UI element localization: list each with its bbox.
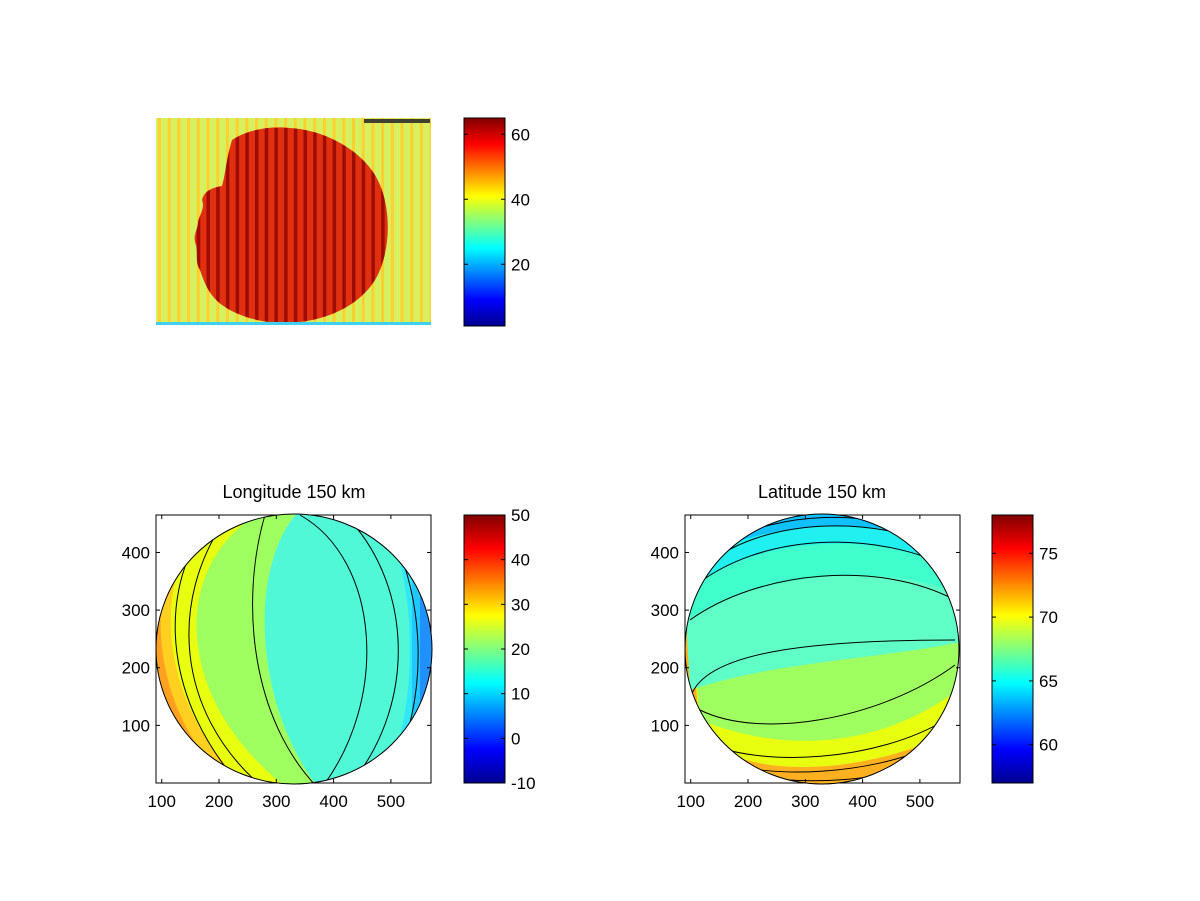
image-stripe xyxy=(390,118,394,325)
colorbar-1: 20 40 60 xyxy=(463,117,530,327)
y-tick-label: 400 xyxy=(122,543,150,562)
x-tick-label: 300 xyxy=(262,792,290,811)
x-tick-label: 500 xyxy=(377,792,405,811)
image-stripe xyxy=(167,118,171,325)
image-stamp xyxy=(364,119,430,123)
x-tick-label: 400 xyxy=(319,792,347,811)
x-tick-label: 300 xyxy=(791,792,819,811)
x-tick-label: 100 xyxy=(148,792,176,811)
longitude-title: Longitude 150 km xyxy=(222,482,365,502)
image-stripe xyxy=(342,128,346,324)
colorbar-tick-label: 0 xyxy=(511,729,520,748)
image-stripe xyxy=(381,128,385,324)
image-stripe xyxy=(245,128,249,324)
x-tick-label: 100 xyxy=(677,792,705,811)
image-stripe xyxy=(235,128,240,324)
image-stripe xyxy=(196,128,201,324)
image-disk-stripes xyxy=(196,128,385,324)
image-stripe xyxy=(322,128,327,324)
y-tick-label: 100 xyxy=(122,716,150,735)
colorbar-tick-label: 50 xyxy=(511,506,530,525)
colorbar-tick-label: 10 xyxy=(511,685,530,704)
image-stripe xyxy=(419,118,423,325)
image-stripe xyxy=(361,128,366,324)
image-bottom-line xyxy=(156,322,431,325)
image-stripe xyxy=(284,128,288,324)
latitude-panel: Latitude 150 km 10 xyxy=(651,482,961,811)
image-stripe xyxy=(410,118,414,325)
y-tick-label: 300 xyxy=(651,601,679,620)
y-tick-label: 300 xyxy=(122,601,150,620)
colorbar-tick-label: 20 xyxy=(511,255,530,274)
image-stripe xyxy=(303,128,307,324)
latitude-disk-outline xyxy=(684,513,960,785)
x-tick-label: 400 xyxy=(848,792,876,811)
longitude-contour-map xyxy=(156,514,432,784)
x-tick-label: 500 xyxy=(906,792,934,811)
y-tick-label: 200 xyxy=(122,659,150,678)
image-stripe xyxy=(274,128,278,324)
colorbar-tick-label: 75 xyxy=(1039,544,1058,563)
colorbar-tick-label: 65 xyxy=(1039,672,1058,691)
latitude-title: Latitude 150 km xyxy=(758,482,886,502)
colorbar-tick-label: 40 xyxy=(511,551,530,570)
x-tick-label: 200 xyxy=(205,792,233,811)
image-stripe xyxy=(293,128,298,324)
image-stripe xyxy=(216,128,220,324)
image-stripe xyxy=(313,128,317,324)
y-tick-label: 400 xyxy=(651,543,679,562)
colorbar-tick-label: 60 xyxy=(1039,736,1058,755)
colorbar-tick-label: 70 xyxy=(1039,608,1058,627)
image-stripe xyxy=(371,128,375,324)
longitude-disk-outline xyxy=(155,513,433,785)
image-stripe xyxy=(400,118,404,325)
colorbar-tick-label: 20 xyxy=(511,640,530,659)
colorbar-2: -10 0 10 20 30 40 50 xyxy=(463,506,536,793)
colorbar-tick-label: -10 xyxy=(511,774,536,793)
image-stripe xyxy=(429,118,431,325)
image-stripe xyxy=(177,118,181,325)
longitude-panel: Longitude 150 km 100 200 300 400 500 100 200 30… xyxy=(122,482,433,811)
y-tick-label: 100 xyxy=(651,716,679,735)
image-panel xyxy=(156,118,431,325)
image-stripe xyxy=(158,118,161,325)
colorbar-tick-label: 60 xyxy=(511,125,530,144)
image-stripe xyxy=(187,118,191,325)
colorbar-tick-label: 40 xyxy=(511,190,530,209)
image-stripe xyxy=(264,128,269,324)
colorbar-tick-label: 30 xyxy=(511,595,530,614)
image-sun-disk xyxy=(194,127,388,324)
image-stripe xyxy=(352,128,356,324)
image-stripe xyxy=(255,128,259,324)
image-stripe xyxy=(206,128,210,324)
image-stripe xyxy=(225,128,230,324)
image-stripe xyxy=(332,128,337,324)
x-tick-label: 200 xyxy=(734,792,762,811)
y-tick-label: 200 xyxy=(651,659,679,678)
colorbar-3: 60 65 70 75 xyxy=(991,514,1058,784)
